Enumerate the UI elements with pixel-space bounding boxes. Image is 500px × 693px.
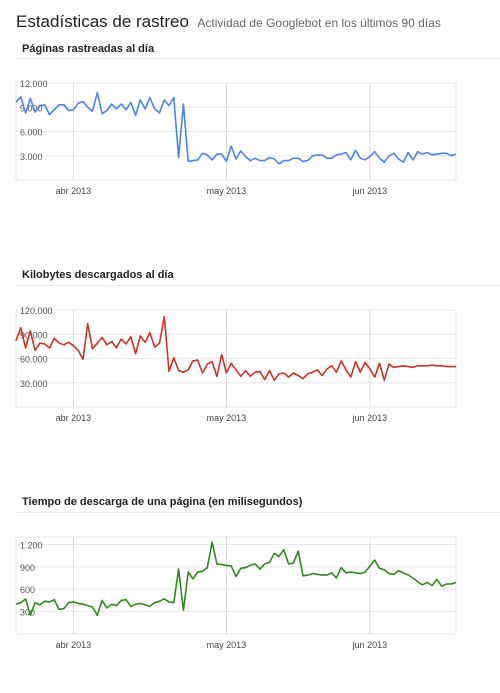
x-tick-label: may 2013: [207, 413, 247, 423]
page-title: Estadísticas de rastreo: [16, 12, 189, 31]
x-tick-label: may 2013: [207, 640, 247, 650]
y-tick-label: 6.000: [20, 128, 43, 138]
x-tick-label: abr 2013: [56, 186, 92, 196]
page-header: Estadísticas de rastreo Actividad de Goo…: [16, 12, 441, 32]
y-tick-label: 60.000: [20, 355, 48, 365]
chart-kilobytes-downloaded-svg: 30.000 60.000 90.000 120.000 abr 2013 may 201…: [15, 306, 457, 423]
series-line: [15, 541, 457, 617]
chart-kilobytes-downloaded: 30.000 60.000 90.000 120.000 abr 2013 may 201…: [14, 290, 500, 440]
chart-download-time: 300 600 900 1.200 abr 2013 may 2013 jun 2013: [14, 517, 500, 667]
section-divider: [14, 58, 500, 59]
y-tick-label: 900: [20, 563, 35, 573]
section-title-kilobytes: Kilobytes descargados al día: [22, 269, 174, 281]
chart-pages-crawled: 3.000 6.000 9.000 12.000 abr 2013 may 2013 jun…: [14, 63, 500, 213]
series-line: [15, 315, 456, 382]
x-tick-label: abr 2013: [56, 413, 92, 423]
series-line: [15, 91, 457, 165]
x-tick-label: may 2013: [207, 186, 247, 196]
x-tick-label: abr 2013: [56, 640, 92, 650]
x-tick-label: jun 2013: [352, 640, 388, 650]
y-tick-label: 1.200: [20, 540, 43, 550]
section-title-download-time: Tiempo de descarga de una página (en mil…: [22, 496, 303, 508]
section-divider: [14, 512, 500, 513]
y-tick-label: 90.000: [20, 330, 48, 340]
y-tick-label: 9.000: [20, 103, 43, 113]
y-tick-label: 120.000: [20, 306, 53, 316]
y-tick-label: 30.000: [20, 379, 48, 389]
chart-download-time-svg: 300 600 900 1.200 abr 2013 may 2013 jun 2013: [15, 536, 457, 650]
chart-pages-crawled-svg: 3.000 6.000 9.000 12.000 abr 2013 may 2013 jun…: [15, 79, 457, 196]
section-divider: [14, 285, 500, 286]
y-tick-label: 300: [20, 608, 35, 618]
y-tick-label: 600: [20, 585, 35, 595]
x-tick-label: jun 2013: [352, 186, 388, 196]
y-tick-label: 12.000: [20, 79, 48, 89]
x-tick-label: jun 2013: [352, 413, 388, 423]
page-subtitle: Actividad de Googlebot en los últimos 90…: [197, 16, 441, 30]
plot-frame: [15, 536, 457, 635]
section-title-pages: Páginas rastreadas al día: [22, 43, 155, 55]
y-tick-label: 3.000: [20, 152, 43, 162]
